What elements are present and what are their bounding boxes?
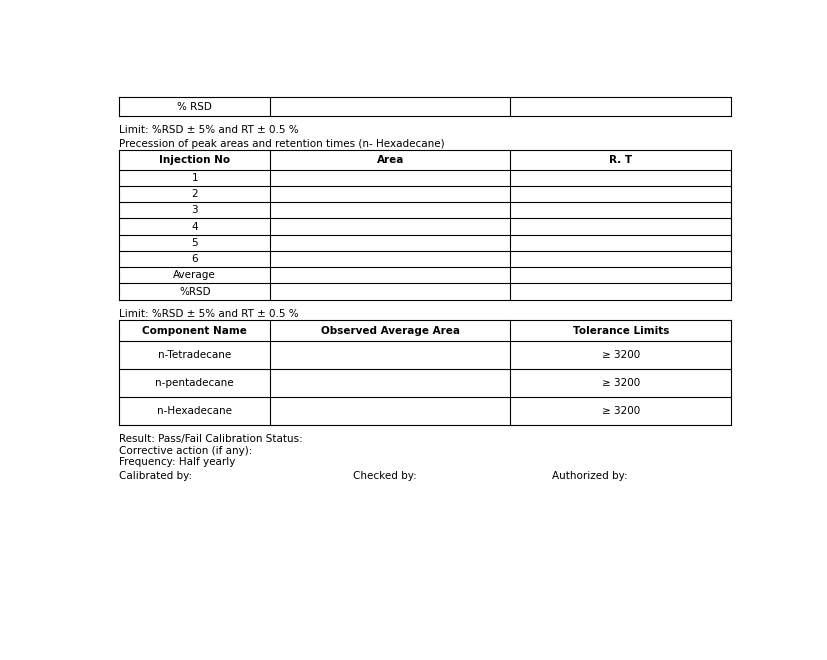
- Text: R. T: R. T: [609, 155, 633, 165]
- Text: 6: 6: [191, 254, 198, 264]
- Text: Limit: %RSD ± 5% and RT ± 0.5 %: Limit: %RSD ± 5% and RT ± 0.5 %: [119, 309, 299, 319]
- Text: Precession of peak areas and retention times (n- Hexadecane): Precession of peak areas and retention t…: [119, 139, 445, 149]
- Text: Limit: %RSD ± 5% and RT ± 0.5 %: Limit: %RSD ± 5% and RT ± 0.5 %: [119, 125, 299, 135]
- Text: n-Tetradecane: n-Tetradecane: [158, 350, 232, 360]
- Text: 2: 2: [191, 189, 198, 199]
- Text: Injection No: Injection No: [159, 155, 230, 165]
- Text: Corrective action (if any):: Corrective action (if any):: [119, 446, 253, 455]
- Text: ≥ 3200: ≥ 3200: [602, 407, 640, 416]
- Text: Area: Area: [376, 155, 404, 165]
- Text: n-Hexadecane: n-Hexadecane: [157, 407, 232, 416]
- Text: 3: 3: [191, 205, 198, 215]
- Text: 5: 5: [191, 238, 198, 248]
- Text: Calibrated by:: Calibrated by:: [119, 471, 193, 480]
- Text: % RSD: % RSD: [177, 102, 213, 112]
- Text: 4: 4: [191, 222, 198, 232]
- Text: n-pentadecane: n-pentadecane: [155, 378, 234, 388]
- Text: Observed Average Area: Observed Average Area: [321, 326, 460, 336]
- Text: Result: Pass/Fail Calibration Status:: Result: Pass/Fail Calibration Status:: [119, 434, 304, 444]
- Text: 1: 1: [191, 173, 198, 183]
- Text: Authorized by:: Authorized by:: [552, 471, 628, 480]
- Text: ≥ 3200: ≥ 3200: [602, 350, 640, 360]
- Text: Tolerance Limits: Tolerance Limits: [573, 326, 669, 336]
- Text: Checked by:: Checked by:: [353, 471, 417, 480]
- Text: ≥ 3200: ≥ 3200: [602, 378, 640, 388]
- Text: Frequency: Half yearly: Frequency: Half yearly: [119, 457, 236, 467]
- Text: Component Name: Component Name: [142, 326, 247, 336]
- Text: Average: Average: [174, 271, 216, 280]
- Text: %RSD: %RSD: [179, 286, 211, 296]
